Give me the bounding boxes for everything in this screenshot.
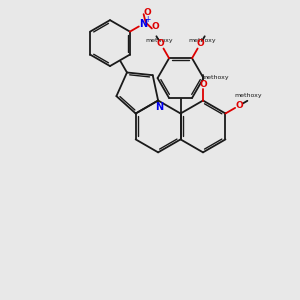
Text: methoxy: methoxy [202,75,229,80]
Text: methoxy: methoxy [235,93,262,98]
Text: N: N [139,19,147,29]
Text: O: O [236,101,244,110]
Text: O: O [196,39,204,48]
Text: O: O [152,22,159,32]
Text: O: O [157,39,165,48]
Text: methoxy: methoxy [145,38,173,43]
Text: +: + [144,15,151,24]
Text: methoxy: methoxy [188,38,216,43]
Text: O: O [199,80,207,88]
Text: O: O [143,8,151,17]
Text: N: N [155,102,164,112]
